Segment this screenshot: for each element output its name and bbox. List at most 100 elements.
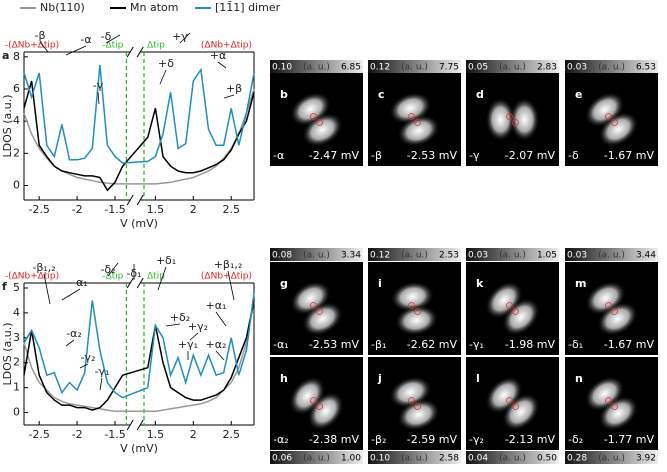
annotation: +γ (172, 30, 188, 43)
cbar (466, 248, 559, 261)
series-line (23, 300, 255, 411)
cbar-unit: (a. u.) (303, 63, 330, 73)
annotation-arrow (165, 323, 181, 327)
cbar-max: 3.92 (636, 454, 656, 464)
voltage-label: -2.59 mV (407, 433, 458, 446)
state-label: -β₂ (371, 433, 386, 446)
atom-marker (512, 308, 519, 315)
axis-break (136, 277, 144, 289)
panel-letter: j (377, 372, 382, 385)
x-axis-label: V (mV) (120, 442, 158, 455)
annotation: -δ₂ (100, 263, 115, 276)
atom-marker (506, 113, 513, 120)
cbar-max: 2.53 (439, 251, 459, 261)
voltage-label: -1.67 mV (604, 338, 655, 351)
cbar-max: 6.85 (341, 63, 361, 73)
annotation-arrow (215, 350, 225, 361)
series-line (23, 300, 255, 413)
y-tick-label: 0 (13, 406, 20, 419)
annotation: +δ₂ (170, 311, 190, 324)
atom-marker (316, 403, 323, 410)
annotation-arrow (223, 94, 235, 99)
y-axis-label: LDOS (a.u.) (1, 322, 14, 385)
atom-marker (414, 119, 421, 126)
cbar (270, 60, 363, 73)
y-tick-label: 2 (13, 146, 20, 159)
x-tick-label: -2 (72, 203, 83, 216)
cbar-max: 0.50 (537, 454, 557, 464)
cbar-unit: (a. u.) (303, 251, 330, 261)
atom-marker (506, 302, 513, 309)
atom-marker (408, 113, 415, 120)
x-tick-label: 2 (190, 428, 197, 441)
x-tick-label: 2 (190, 203, 197, 216)
blob (302, 112, 343, 147)
cbar (368, 248, 461, 261)
annotation-arrow (61, 288, 81, 301)
annotation-arrow (79, 363, 89, 369)
atom-marker (512, 119, 519, 126)
y-tick-label: 5 (13, 281, 20, 294)
cbar-min: 0.10 (272, 63, 292, 73)
axis-break (136, 46, 144, 58)
state-label: -γ₁ (469, 338, 484, 351)
panel-letter: h (280, 372, 288, 385)
axis-break (136, 194, 144, 206)
blob (485, 97, 516, 142)
annotation-arrow (215, 311, 227, 327)
series-line (23, 80, 255, 192)
stm-blobs (584, 376, 639, 431)
atom-marker (408, 397, 415, 404)
annotation-arrow (217, 61, 227, 69)
stm-blobs (585, 281, 638, 336)
atom-marker (310, 113, 317, 120)
y-tick-label: 1 (13, 381, 20, 394)
cbar-unit: (a. u.) (499, 454, 526, 464)
annotation-arrow (97, 91, 100, 105)
y-tick-label: 4 (13, 306, 20, 319)
x-tick-label: -1.5 (104, 203, 125, 216)
cbar (368, 451, 461, 464)
annotation: +α₁ (206, 299, 227, 312)
cbar-max: 3.44 (636, 251, 656, 261)
voltage-label: -2.38 mV (309, 433, 360, 446)
annotation: -α₁ (72, 276, 88, 289)
annotation: +δ (158, 57, 174, 70)
stm-blobs (290, 92, 343, 147)
cbar (466, 60, 559, 73)
x-tick-label: -2 (72, 428, 83, 441)
x-tick-label: 1.5 (147, 428, 165, 441)
atom-marker (408, 302, 415, 309)
annotation: +γ₁ (178, 338, 198, 351)
panel-letter: g (280, 277, 288, 290)
state-label: -α₁ (273, 338, 289, 351)
annotation: +γ₂ (188, 320, 208, 333)
atom-marker (310, 397, 317, 404)
cbar-unit: (a. u.) (598, 63, 625, 73)
voltage-label: -2.13 mV (505, 433, 556, 446)
annotation-arrow (43, 273, 51, 305)
cbar-min: 0.04 (468, 454, 488, 464)
panel-letter: n (575, 372, 583, 385)
atom-marker (611, 403, 618, 410)
annotation-arrow (39, 41, 49, 53)
panel-letter: k (476, 277, 484, 290)
annotation: -δ₁ (126, 267, 141, 280)
cbar-unit: (a. u.) (598, 454, 625, 464)
voltage-label: -2.07 mV (505, 149, 556, 162)
panel-letter: b (280, 88, 288, 101)
blob (302, 301, 343, 336)
state-label: -α₂ (273, 433, 289, 446)
annotation-arrow (227, 270, 235, 301)
x-tick-label: -1.5 (104, 428, 125, 441)
cbar-min: 0.05 (468, 63, 488, 73)
axis-break (126, 277, 134, 289)
voltage-label: -1.77 mV (604, 433, 655, 446)
annotation: +α₂ (206, 338, 227, 351)
annotation-arrow (65, 45, 87, 56)
stm-blobs (584, 92, 639, 147)
blob (397, 114, 440, 147)
panel-letter: i (378, 277, 382, 290)
cbar-unit: (a. u.) (401, 251, 428, 261)
